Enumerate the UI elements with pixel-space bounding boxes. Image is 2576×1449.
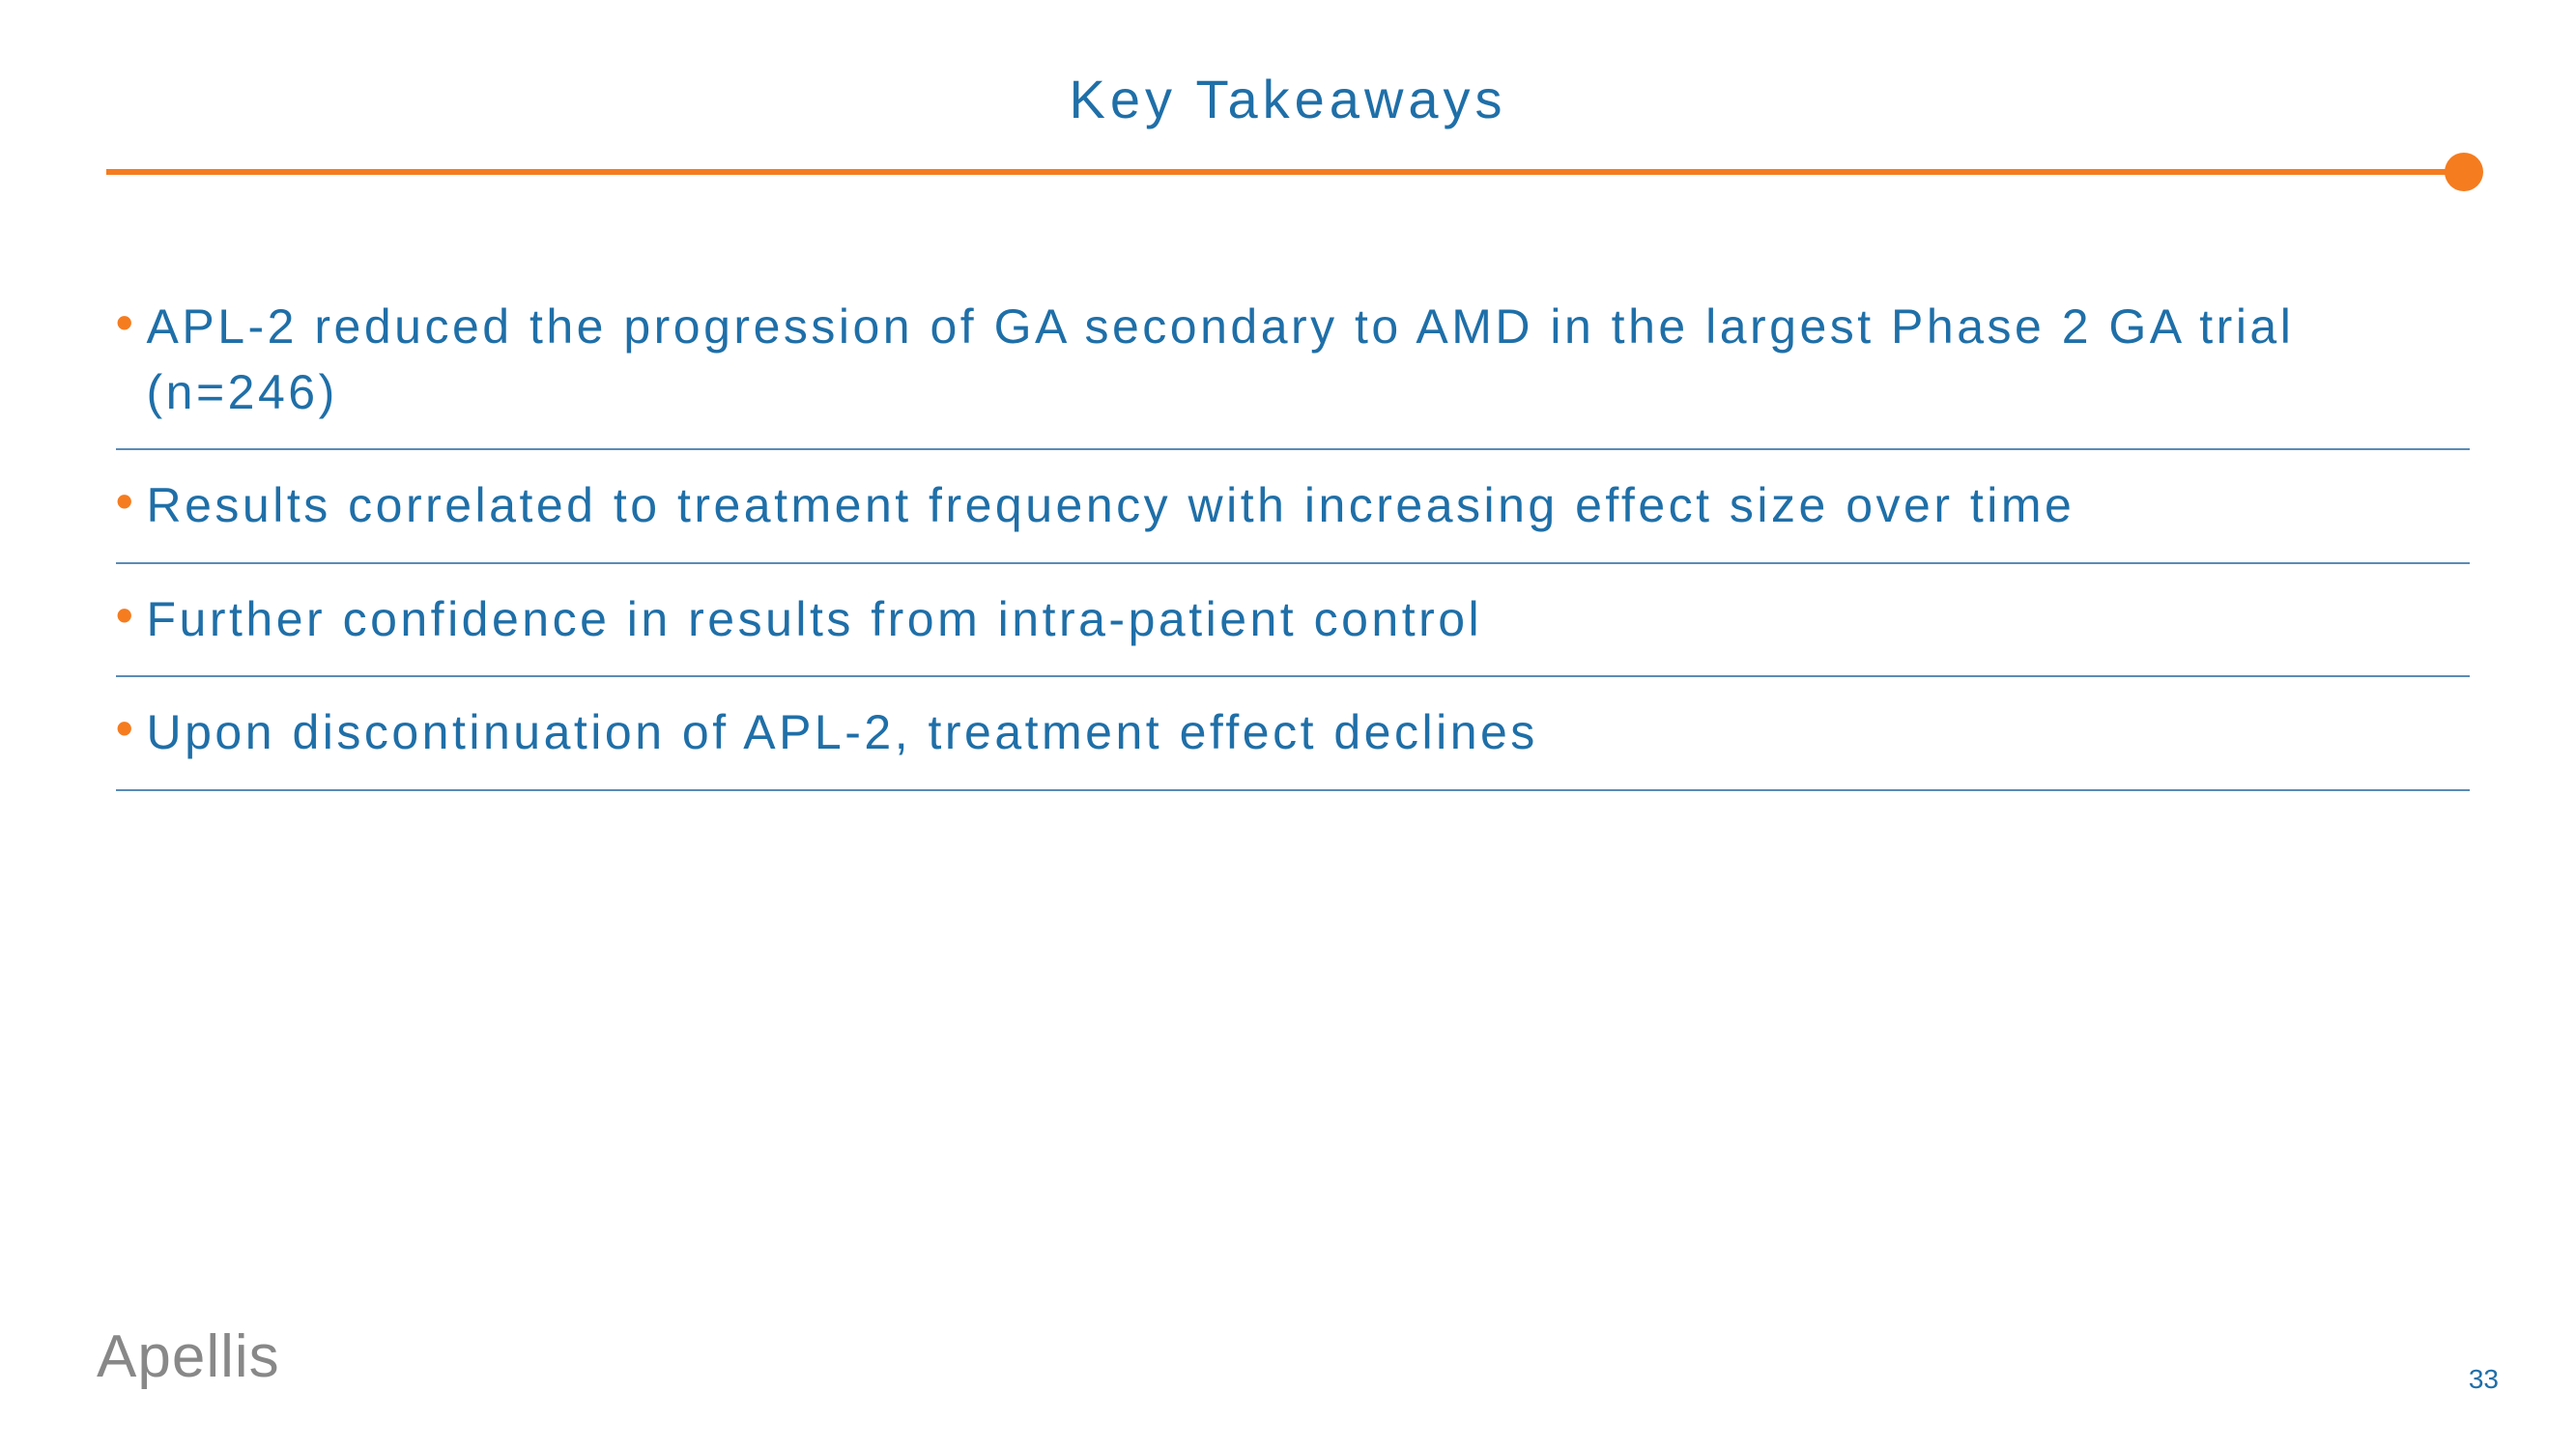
- slide-container: Key Takeaways • APL-2 reduced the progre…: [0, 0, 2576, 1449]
- bullet-marker-icon: •: [116, 295, 133, 351]
- slide-title: Key Takeaways: [106, 68, 2470, 130]
- bullet-marker-icon: •: [116, 587, 133, 643]
- bullet-text: APL-2 reduced the progression of GA seco…: [147, 295, 2470, 425]
- bullet-list: • APL-2 reduced the progression of GA se…: [106, 271, 2470, 791]
- bullet-text: Results correlated to treatment frequenc…: [147, 473, 2075, 539]
- company-logo: Apellis: [97, 1322, 280, 1391]
- page-number: 33: [2469, 1364, 2499, 1395]
- list-item: • APL-2 reduced the progression of GA se…: [116, 271, 2470, 450]
- list-item: • Results correlated to treatment freque…: [116, 450, 2470, 564]
- bullet-marker-icon: •: [116, 700, 133, 756]
- list-item: • Further confidence in results from int…: [116, 564, 2470, 678]
- bullet-text: Upon discontinuation of APL-2, treatment…: [147, 700, 1538, 766]
- bullet-marker-icon: •: [116, 473, 133, 529]
- title-divider: [106, 169, 2470, 175]
- divider-dot-icon: [2445, 153, 2483, 191]
- bullet-text: Further confidence in results from intra…: [147, 587, 1483, 653]
- divider-bar: [106, 169, 2470, 175]
- list-item: • Upon discontinuation of APL-2, treatme…: [116, 677, 2470, 791]
